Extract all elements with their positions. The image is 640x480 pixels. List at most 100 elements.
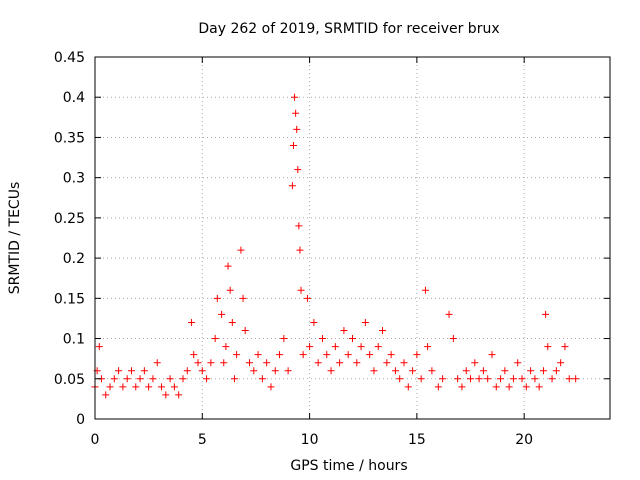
data-point: [421, 286, 429, 294]
x-tick-label: 20: [515, 432, 533, 448]
data-point: [203, 375, 211, 383]
data-point: [297, 286, 305, 294]
data-point: [127, 367, 135, 375]
data-point: [241, 327, 249, 335]
data-point: [230, 375, 238, 383]
x-axis-label: GPS time / hours: [290, 458, 407, 474]
data-point: [548, 375, 556, 383]
data-point: [102, 391, 110, 399]
data-points: [91, 93, 580, 399]
data-point: [218, 310, 226, 318]
data-point: [303, 294, 311, 302]
x-tick-label: 15: [408, 432, 426, 448]
data-point: [509, 375, 517, 383]
chart-title: Day 262 of 2019, SRMTID for receiver bru…: [198, 21, 499, 37]
data-point: [409, 367, 417, 375]
data-point: [572, 375, 580, 383]
data-point: [294, 166, 302, 174]
data-point: [424, 343, 432, 351]
data-point: [522, 383, 530, 391]
data-point: [250, 367, 258, 375]
data-point: [505, 383, 513, 391]
data-point: [136, 375, 144, 383]
data-point: [267, 383, 275, 391]
plot-frame: [94, 56, 611, 420]
data-point: [413, 351, 421, 359]
data-point: [542, 310, 550, 318]
data-point: [531, 375, 539, 383]
data-point: [119, 383, 127, 391]
data-point: [188, 318, 196, 326]
data-point: [226, 286, 234, 294]
data-point: [233, 351, 241, 359]
data-point: [288, 182, 296, 190]
data-point: [454, 375, 462, 383]
data-point: [544, 343, 552, 351]
data-point: [535, 383, 543, 391]
data-point: [475, 375, 483, 383]
data-point: [344, 351, 352, 359]
data-point: [391, 367, 399, 375]
data-point: [428, 367, 436, 375]
data-point: [110, 375, 118, 383]
data-point: [439, 375, 447, 383]
data-point: [349, 335, 356, 343]
data-point: [488, 351, 496, 359]
data-point: [295, 222, 303, 230]
data-point: [434, 383, 442, 391]
data-point: [479, 367, 487, 375]
data-point: [400, 359, 408, 367]
data-point: [289, 141, 297, 149]
data-point: [327, 367, 335, 375]
y-tick-label: 0.15: [54, 291, 85, 307]
data-point: [492, 383, 500, 391]
data-point: [149, 375, 157, 383]
data-point: [467, 375, 475, 383]
data-point: [557, 359, 565, 367]
data-point: [228, 318, 236, 326]
data-point: [340, 327, 348, 335]
data-point: [370, 367, 378, 375]
data-point: [501, 367, 509, 375]
x-tick-label: 10: [301, 432, 319, 448]
data-point: [445, 310, 453, 318]
data-point: [396, 375, 404, 383]
y-tick-label: 0.35: [54, 130, 85, 146]
data-point: [239, 294, 247, 302]
data-point: [449, 335, 457, 343]
data-point: [518, 375, 526, 383]
data-point: [404, 383, 412, 391]
y-tick-label: 0.2: [63, 251, 85, 267]
data-point: [366, 351, 374, 359]
data-point: [222, 343, 230, 351]
data-point: [284, 367, 292, 375]
data-point: [323, 351, 331, 359]
data-point: [115, 367, 123, 375]
y-tick-label: 0.3: [63, 171, 85, 187]
data-point: [383, 359, 391, 367]
data-point: [296, 246, 304, 254]
data-point: [190, 351, 198, 359]
data-point: [263, 359, 271, 367]
data-point: [462, 367, 470, 375]
data-point: [95, 343, 103, 351]
data-point: [318, 335, 326, 343]
data-point: [299, 351, 307, 359]
data-point: [140, 367, 148, 375]
data-point: [271, 367, 279, 375]
data-point: [306, 343, 314, 351]
data-point: [123, 375, 131, 383]
data-point: [361, 318, 369, 326]
y-tick-label: 0.45: [54, 50, 85, 66]
y-tick-label: 0.25: [54, 211, 85, 227]
data-point: [565, 375, 573, 383]
data-point: [357, 343, 365, 351]
data-point: [158, 383, 166, 391]
data-point: [220, 359, 228, 367]
data-point: [379, 327, 387, 335]
data-point: [527, 367, 535, 375]
data-point: [183, 367, 191, 375]
data-point: [471, 359, 479, 367]
data-point: [194, 359, 202, 367]
